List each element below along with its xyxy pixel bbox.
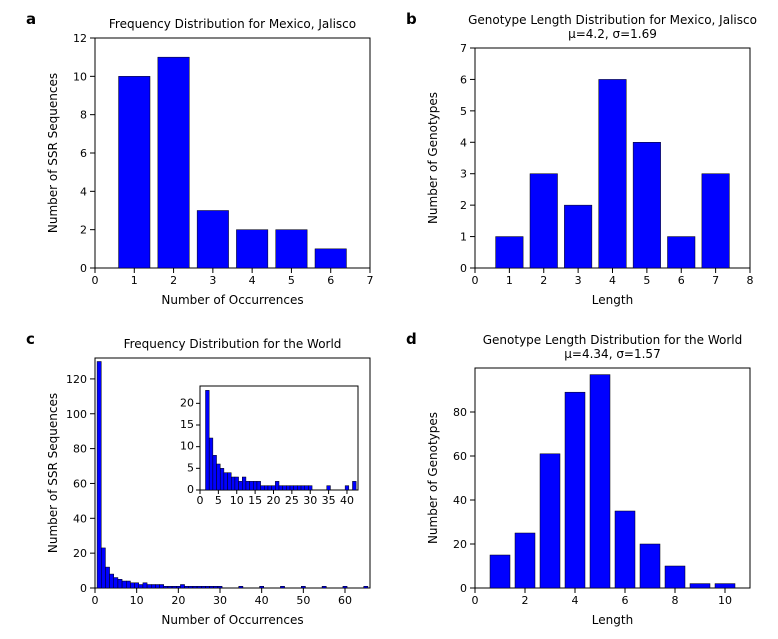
svg-text:Length: Length: [592, 613, 633, 627]
svg-text:0: 0: [80, 582, 87, 595]
svg-text:5: 5: [215, 494, 222, 507]
figure: a 01234567024681012Frequency Distributio…: [0, 0, 778, 639]
svg-text:6: 6: [460, 73, 467, 86]
svg-text:2: 2: [80, 224, 87, 237]
svg-text:Frequency Distribution for Mex: Frequency Distribution for Mexico, Jalis…: [109, 17, 356, 31]
svg-text:30: 30: [303, 494, 317, 507]
panel-d: 0 2 4 6 8 10 0 20 40 60 80 Genotype Length Distribu…: [420, 330, 760, 630]
panel-a: 01234567024681012Frequency Distribution …: [40, 10, 380, 310]
svg-text:Number of SSR Sequences: Number of SSR Sequences: [46, 73, 60, 233]
svg-text:15: 15: [248, 494, 262, 507]
svg-text:35: 35: [322, 494, 336, 507]
svg-text:4: 4: [460, 136, 467, 149]
panel-label-a: a: [26, 10, 36, 28]
svg-text:0: 0: [472, 274, 479, 287]
svg-text:4: 4: [249, 274, 256, 287]
svg-text:Frequency Distribution for the: Frequency Distribution for the World: [124, 337, 342, 351]
svg-text:25: 25: [285, 494, 299, 507]
svg-text:7: 7: [460, 42, 467, 55]
svg-text:0: 0: [80, 262, 87, 275]
svg-text:20: 20: [266, 494, 280, 507]
svg-text:100: 100: [66, 408, 87, 421]
panel-label-d: d: [406, 330, 417, 348]
svg-text:10: 10: [130, 594, 144, 607]
svg-text:3: 3: [209, 274, 216, 287]
panel-c: 0102030405060020406080100120Frequency Di…: [40, 330, 380, 630]
svg-text:Length: Length: [592, 293, 633, 307]
svg-text:2: 2: [540, 274, 547, 287]
svg-text:5: 5: [643, 274, 650, 287]
svg-text:Number of SSR Sequences: Number of SSR Sequences: [46, 393, 60, 553]
svg-text:60: 60: [338, 594, 352, 607]
svg-text:40: 40: [255, 594, 269, 607]
svg-text:20: 20: [180, 396, 194, 409]
svg-text:Number of Occurrences: Number of Occurrences: [161, 613, 303, 627]
svg-text:0: 0: [460, 582, 467, 595]
svg-text:30: 30: [213, 594, 227, 607]
panel-b: 0 1 2 3 4 5 6 7 8 0 1 2 3 4 5 6 7 Genotype Length Distrib…: [420, 10, 760, 310]
svg-text:8: 8: [672, 594, 679, 607]
svg-text:40: 40: [453, 494, 467, 507]
svg-text:40: 40: [340, 494, 354, 507]
svg-text:4: 4: [80, 185, 87, 198]
svg-text:1: 1: [506, 274, 513, 287]
svg-text:0: 0: [460, 262, 467, 275]
svg-text:2: 2: [460, 199, 467, 212]
svg-text:10: 10: [718, 594, 732, 607]
svg-text:μ=4.34, σ=1.57: μ=4.34, σ=1.57: [564, 347, 660, 361]
svg-text:2: 2: [170, 274, 177, 287]
svg-text:80: 80: [73, 443, 87, 456]
svg-text:Genotype Length Distribution f: Genotype Length Distribution for the Wor…: [483, 333, 743, 347]
svg-text:10: 10: [73, 70, 87, 83]
svg-text:0: 0: [187, 483, 194, 496]
svg-text:Number of Genotypes: Number of Genotypes: [426, 412, 440, 544]
svg-text:6: 6: [80, 147, 87, 160]
svg-text:4: 4: [572, 594, 579, 607]
chart-b: 0 1 2 3 4 5 6 7 8 0 1 2 3 4 5 6 7 Genotype Length Distrib…: [420, 10, 760, 310]
svg-text:20: 20: [73, 547, 87, 560]
svg-text:μ=4.2, σ=1.69: μ=4.2, σ=1.69: [568, 27, 657, 41]
svg-text:8: 8: [747, 274, 754, 287]
svg-text:80: 80: [453, 406, 467, 419]
svg-text:Genotype Length Distribution f: Genotype Length Distribution for Mexico,…: [468, 13, 757, 27]
svg-text:6: 6: [327, 274, 334, 287]
svg-text:60: 60: [73, 477, 87, 490]
svg-text:5: 5: [288, 274, 295, 287]
chart-a: 01234567024681012Frequency Distribution …: [40, 10, 380, 310]
svg-text:15: 15: [180, 418, 194, 431]
svg-text:5: 5: [187, 461, 194, 474]
svg-text:0: 0: [197, 494, 204, 507]
svg-text:0: 0: [472, 594, 479, 607]
svg-text:6: 6: [678, 274, 685, 287]
svg-text:120: 120: [66, 373, 87, 386]
svg-text:7: 7: [367, 274, 374, 287]
svg-text:8: 8: [80, 109, 87, 122]
svg-text:6: 6: [622, 594, 629, 607]
chart-c: 0102030405060020406080100120Frequency Di…: [40, 330, 380, 630]
svg-text:5: 5: [460, 105, 467, 118]
panel-label-c: c: [26, 330, 35, 348]
svg-text:1: 1: [460, 231, 467, 244]
svg-text:Number of Genotypes: Number of Genotypes: [426, 92, 440, 224]
svg-text:40: 40: [73, 512, 87, 525]
svg-text:2: 2: [522, 594, 529, 607]
svg-text:3: 3: [575, 274, 582, 287]
svg-text:10: 10: [180, 440, 194, 453]
svg-text:60: 60: [453, 450, 467, 463]
svg-text:20: 20: [171, 594, 185, 607]
svg-text:3: 3: [460, 168, 467, 181]
svg-text:0: 0: [92, 274, 99, 287]
svg-text:4: 4: [609, 274, 616, 287]
svg-text:Number of Occurrences: Number of Occurrences: [161, 293, 303, 307]
svg-text:10: 10: [230, 494, 244, 507]
svg-text:0: 0: [92, 594, 99, 607]
chart-d: 0 2 4 6 8 10 0 20 40 60 80 Genotype Length Distribu…: [420, 330, 760, 630]
panel-label-b: b: [406, 10, 417, 28]
svg-text:12: 12: [73, 32, 87, 45]
svg-text:7: 7: [712, 274, 719, 287]
svg-text:1: 1: [131, 274, 138, 287]
svg-text:50: 50: [296, 594, 310, 607]
svg-text:20: 20: [453, 538, 467, 551]
